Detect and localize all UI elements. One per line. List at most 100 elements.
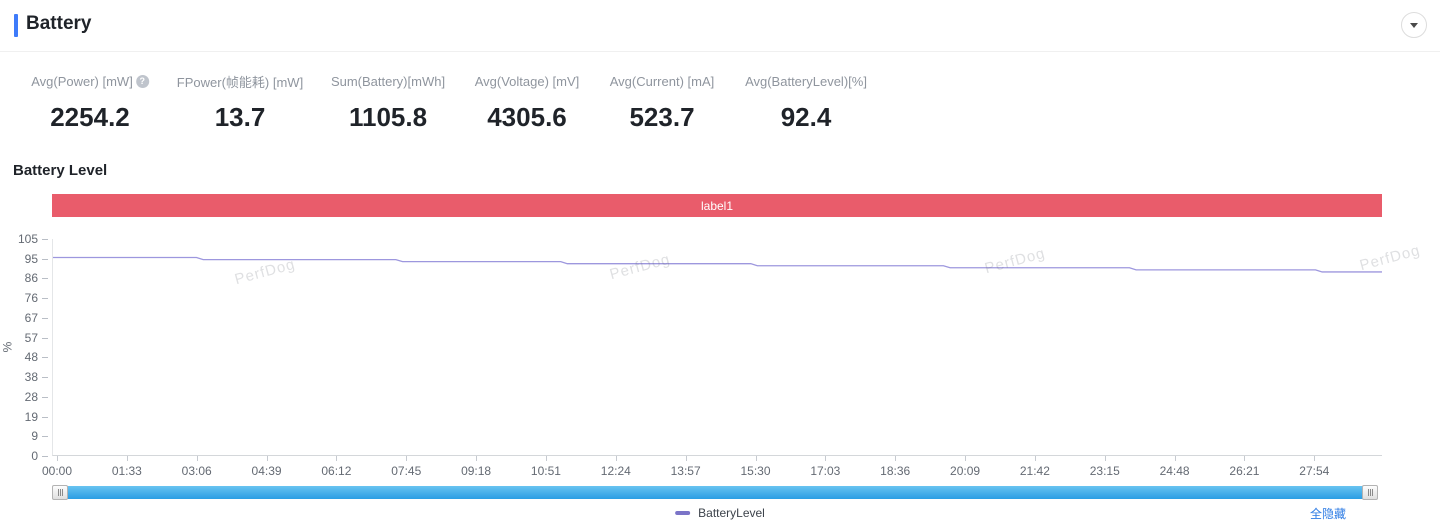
metric-label: Avg(Voltage) [mV]	[474, 73, 580, 89]
y-tick: 67	[0, 312, 52, 324]
x-tick-label: 00:00	[41, 464, 73, 478]
y-tick: 9	[0, 430, 52, 442]
metric-value: 1105.8	[348, 102, 428, 132]
y-tick-label: 9	[31, 429, 38, 444]
metric-label: Sum(Battery)[mWh]	[330, 73, 446, 89]
x-tick-mark	[476, 456, 478, 461]
y-tick: 38	[0, 371, 52, 383]
x-tick-mark	[1244, 456, 1246, 461]
hide-all-link[interactable]: 全隐藏	[1310, 507, 1347, 521]
y-tick-mark	[42, 278, 48, 280]
legend-item-batterylevel[interactable]: BatteryLevel	[675, 506, 765, 520]
y-axis: 105 95 86 76 67 57 48 38 28 19 9 0	[0, 233, 52, 462]
scrollbar-range-fill[interactable]	[67, 486, 1363, 499]
y-tick: 0	[0, 450, 52, 462]
x-tick-mark	[685, 456, 687, 461]
y-tick: 57	[0, 332, 52, 344]
chevron-down-icon	[1410, 22, 1418, 28]
y-tick: 86	[0, 272, 52, 284]
y-tick-label: 86	[24, 271, 38, 286]
y-tick: 19	[0, 411, 52, 423]
x-tick-label: 01:33	[111, 464, 142, 478]
metric-value: 13.7	[214, 102, 266, 132]
y-tick-label: 0	[31, 449, 38, 463]
y-tick-label: 105	[17, 232, 38, 246]
x-tick-label: 21:42	[1019, 464, 1050, 478]
y-tick-mark	[42, 436, 48, 438]
y-tick-mark	[42, 239, 48, 240]
chart-title: Battery Level	[13, 162, 108, 179]
x-tick-label: 09:18	[461, 464, 492, 478]
x-tick-mark	[1104, 456, 1106, 461]
chart-plot-area[interactable]	[52, 239, 1382, 456]
x-tick-mark	[755, 456, 757, 461]
chart-range-scrollbar	[52, 485, 1378, 500]
help-icon[interactable]: ?	[135, 74, 149, 88]
x-tick-label: 13:57	[670, 464, 701, 478]
metric-value: 2254.2	[50, 102, 130, 132]
y-axis-unit-label: %	[0, 341, 15, 353]
y-tick-mark	[42, 258, 48, 260]
x-tick-label: 17:03	[810, 464, 841, 478]
metric: FPower(帧能耗) [mW] 13.7	[177, 72, 303, 133]
metric: Avg(Voltage) [mV] 4305.6	[475, 72, 580, 133]
y-tick-mark	[42, 317, 48, 319]
metric-label: FPower(帧能耗) [mW]	[176, 74, 304, 90]
collapse-button[interactable]	[1401, 12, 1427, 38]
x-tick-mark	[895, 456, 897, 461]
x-axis: 00:00 01:33 03:06 04:39 06:12 07:45 09:18 10:51…	[42, 456, 1412, 480]
y-tick-label: 38	[24, 370, 38, 385]
scrollbar-right-handle[interactable]	[1362, 485, 1378, 500]
y-tick-label: 95	[24, 251, 38, 266]
y-tick-mark	[42, 377, 48, 379]
series-line-marker-icon	[675, 511, 691, 515]
x-tick-label: 20:09	[950, 464, 981, 478]
metric: Avg(Power) [mW]? 2254.2	[31, 72, 149, 133]
y-tick-label: 67	[24, 310, 38, 325]
x-tick-label: 27:54	[1299, 464, 1330, 478]
x-tick-mark	[266, 456, 268, 461]
x-tick-mark	[1034, 456, 1036, 461]
metrics-row: Avg(Power) [mW]? 2254.2 FPower(帧能耗) [mW] 13…	[0, 72, 900, 142]
grip-icon	[57, 489, 63, 496]
y-tick-label: 57	[24, 330, 38, 345]
y-tick: 28	[0, 391, 52, 403]
y-tick-mark	[42, 298, 48, 300]
battery-level-line	[53, 256, 1382, 273]
x-tick-mark	[1314, 456, 1316, 461]
chart-label-banner[interactable]: label1	[52, 194, 1382, 217]
grip-icon	[1367, 489, 1373, 496]
y-tick: 95	[0, 253, 52, 265]
x-tick-mark	[196, 456, 198, 461]
y-tick: 105	[0, 233, 52, 245]
metric-value: 92.4	[780, 102, 832, 132]
x-tick-label: 23:15	[1089, 464, 1120, 478]
y-tick-mark	[42, 337, 48, 339]
x-tick-label: 18:36	[880, 464, 911, 478]
y-tick-mark	[42, 456, 48, 457]
metric: Avg(BatteryLevel)[%] 92.4	[745, 72, 867, 133]
scrollbar-left-handle[interactable]	[52, 485, 68, 500]
x-tick-mark	[615, 456, 617, 461]
y-tick: 76	[0, 292, 52, 304]
metric-value: 4305.6	[487, 102, 567, 132]
x-tick-mark	[406, 456, 408, 461]
x-tick-mark	[965, 456, 967, 461]
x-tick-label: 15:30	[740, 464, 771, 478]
y-tick: 48	[0, 351, 52, 363]
legend-label: BatteryLevel	[698, 506, 765, 520]
x-tick-label: 12:24	[600, 464, 631, 478]
metric-value: 523.7	[629, 102, 695, 132]
y-tick-label: 19	[24, 409, 38, 424]
x-tick-mark	[336, 456, 338, 461]
page-title: Battery	[26, 13, 92, 34]
accent-bar	[14, 14, 18, 37]
x-tick-mark	[545, 456, 547, 461]
x-tick-label: 06:12	[321, 464, 352, 478]
x-tick-mark	[825, 456, 827, 461]
x-tick-label: 03:06	[181, 464, 212, 478]
y-tick-label: 76	[24, 291, 38, 306]
x-tick-label: 04:39	[251, 464, 282, 478]
x-tick-label: 10:51	[530, 464, 561, 478]
